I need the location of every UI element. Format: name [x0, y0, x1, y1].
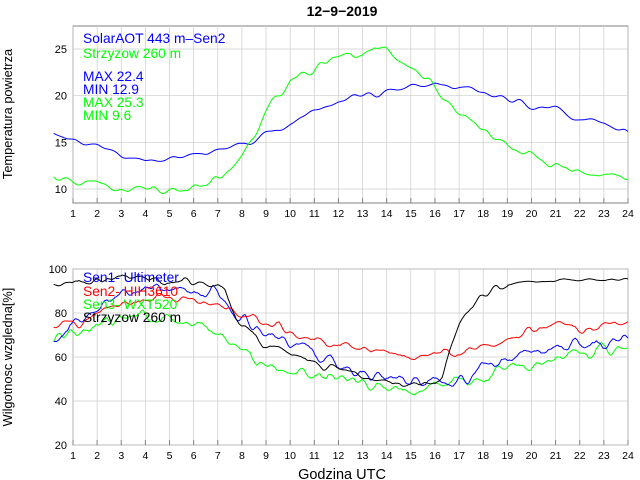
svg-text:Godzina UTC: Godzina UTC: [298, 467, 386, 480]
svg-text:60: 60: [55, 352, 67, 364]
svg-text:Sen1- Ultimeter: Sen1- Ultimeter: [83, 270, 179, 285]
svg-text:7: 7: [215, 450, 221, 462]
svg-text:2: 2: [94, 450, 100, 462]
svg-text:12: 12: [333, 208, 345, 220]
svg-text:10: 10: [55, 184, 67, 196]
svg-text:Wilgotnosc wzgledna[%]: Wilgotnosc wzgledna[%]: [0, 288, 15, 427]
svg-text:22: 22: [574, 450, 586, 462]
svg-text:23: 23: [598, 450, 610, 462]
svg-text:5: 5: [167, 450, 173, 462]
svg-text:12: 12: [333, 450, 345, 462]
svg-text:4: 4: [142, 450, 148, 462]
svg-text:20: 20: [55, 91, 67, 103]
svg-text:40: 40: [55, 396, 67, 408]
svg-text:25: 25: [55, 44, 67, 56]
svg-text:Strzyzow 260 m: Strzyzow 260 m: [83, 310, 181, 325]
svg-text:5: 5: [167, 208, 173, 220]
svg-text:1: 1: [70, 208, 76, 220]
svg-text:18: 18: [477, 450, 489, 462]
svg-text:20: 20: [526, 208, 538, 220]
svg-text:10: 10: [284, 450, 296, 462]
svg-text:9: 9: [263, 450, 269, 462]
svg-text:20: 20: [55, 440, 67, 452]
svg-text:Temperatura powietrza: Temperatura powietrza: [0, 48, 15, 179]
svg-text:8: 8: [239, 208, 245, 220]
svg-text:7: 7: [215, 208, 221, 220]
svg-text:SolarAOT 443 m–Sen2: SolarAOT 443 m–Sen2: [83, 31, 225, 46]
svg-text:22: 22: [574, 208, 586, 220]
svg-text:16: 16: [429, 208, 441, 220]
svg-text:21: 21: [550, 208, 562, 220]
svg-text:19: 19: [502, 450, 514, 462]
svg-text:15: 15: [55, 137, 67, 149]
svg-text:6: 6: [191, 208, 197, 220]
svg-text:11: 11: [309, 450, 320, 462]
svg-text:14: 14: [381, 450, 393, 462]
svg-text:MIN 9.6: MIN 9.6: [83, 108, 132, 123]
svg-text:1: 1: [70, 450, 76, 462]
svg-text:9: 9: [263, 208, 269, 220]
svg-text:8: 8: [239, 450, 245, 462]
svg-text:15: 15: [405, 208, 417, 220]
svg-text:24: 24: [622, 450, 634, 462]
svg-text:3: 3: [118, 450, 124, 462]
svg-text:10: 10: [284, 208, 296, 220]
svg-text:80: 80: [55, 308, 67, 320]
svg-text:19: 19: [502, 208, 514, 220]
svg-text:4: 4: [142, 208, 148, 220]
svg-text:13: 13: [357, 450, 369, 462]
svg-text:3: 3: [118, 208, 124, 220]
svg-text:16: 16: [429, 450, 441, 462]
svg-text:24: 24: [622, 208, 634, 220]
svg-text:20: 20: [526, 450, 538, 462]
svg-text:17: 17: [453, 208, 465, 220]
svg-text:17: 17: [453, 450, 465, 462]
svg-text:Strzyzow 260 m: Strzyzow 260 m: [83, 46, 181, 61]
svg-text:6: 6: [191, 450, 197, 462]
svg-text:15: 15: [405, 450, 417, 462]
svg-text:13: 13: [357, 208, 369, 220]
svg-text:18: 18: [477, 208, 489, 220]
svg-text:12−9−2019: 12−9−2019: [307, 3, 378, 19]
svg-text:21: 21: [550, 450, 562, 462]
svg-text:100: 100: [49, 264, 67, 276]
svg-text:14: 14: [381, 208, 393, 220]
svg-text:2: 2: [94, 208, 100, 220]
svg-text:23: 23: [598, 208, 610, 220]
svg-text:11: 11: [309, 208, 320, 220]
